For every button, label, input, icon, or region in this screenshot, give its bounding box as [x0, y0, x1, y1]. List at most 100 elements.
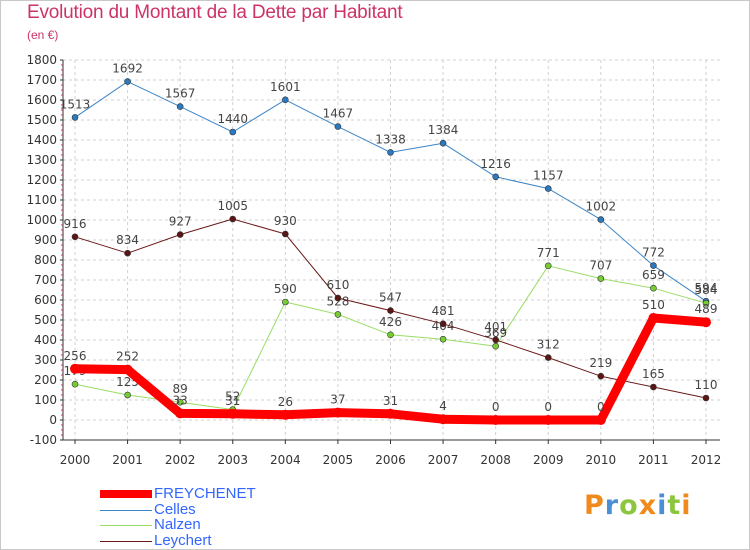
logo-letter: i — [681, 490, 692, 521]
y-tick-label: 1800 — [26, 53, 57, 67]
data-label-leychert: 481 — [432, 304, 455, 318]
data-label-freychenet: 489 — [695, 302, 718, 316]
y-tick-label: 1300 — [26, 153, 57, 167]
point-celles — [650, 262, 657, 269]
y-tick-label: 1000 — [26, 213, 57, 227]
legend-swatch — [100, 490, 152, 498]
point-freychenet — [595, 415, 606, 425]
point-leychert — [282, 230, 289, 238]
point-nalzen — [492, 342, 499, 350]
point-freychenet — [122, 364, 133, 375]
data-label-leychert: 219 — [589, 356, 612, 370]
data-label-freychenet: 33 — [173, 393, 188, 407]
point-celles — [439, 139, 447, 147]
y-tick-label: 400 — [34, 333, 57, 347]
logo-letter: P — [584, 490, 605, 521]
point-leychert — [439, 320, 447, 328]
data-label-nalzen: 528 — [326, 294, 349, 308]
legend-swatch — [100, 525, 152, 526]
data-label-celles: 1440 — [217, 112, 248, 126]
data-label-celles: 1002 — [586, 200, 617, 214]
point-freychenet — [70, 363, 80, 374]
data-label-celles: 1216 — [480, 157, 511, 171]
y-tick-label: 200 — [34, 373, 57, 387]
point-freychenet — [438, 414, 449, 425]
point-freychenet — [227, 408, 238, 419]
y-tick-label: 1500 — [26, 113, 57, 127]
data-label-celles: 1338 — [375, 132, 406, 146]
chart-subtitle: (en €) — [27, 28, 59, 42]
x-tick-label: 2003 — [217, 453, 248, 467]
point-freychenet — [648, 313, 659, 323]
point-celles — [282, 96, 289, 104]
data-label-nalzen: 590 — [274, 282, 297, 296]
x-tick-label: 2001 — [112, 453, 143, 467]
point-freychenet — [701, 317, 711, 328]
data-label-nalzen: 707 — [589, 259, 612, 273]
data-label-leychert: 110 — [695, 378, 718, 392]
data-label-freychenet: 0 — [544, 400, 552, 414]
x-tick-label: 2009 — [533, 453, 564, 467]
x-tick-label: 2007 — [428, 453, 459, 467]
point-celles — [492, 173, 499, 181]
y-tick-label: 800 — [34, 253, 57, 267]
point-leychert — [544, 354, 552, 361]
point-celles — [229, 128, 237, 136]
x-tick-label: 2005 — [323, 453, 354, 467]
point-nalzen — [597, 275, 605, 282]
point-leychert — [176, 231, 184, 238]
data-label-nalzen: 771 — [537, 246, 560, 260]
point-celles — [71, 114, 79, 121]
data-label-celles: 1513 — [60, 97, 91, 111]
logo-letter: t — [667, 490, 682, 521]
legend-label: Celles — [154, 500, 196, 518]
data-label-nalzen: 584 — [695, 283, 718, 297]
data-label-nalzen: 659 — [642, 268, 665, 282]
legend-swatch — [100, 540, 152, 542]
y-tick-label: -100 — [30, 433, 57, 447]
data-label-freychenet: 0 — [492, 400, 500, 414]
x-tick-label: 2010 — [586, 453, 617, 467]
data-label-freychenet: 256 — [64, 349, 87, 363]
data-label-leychert: 834 — [116, 233, 139, 247]
y-tick-label: 1700 — [26, 73, 57, 87]
point-freychenet — [175, 408, 186, 419]
legend-label: Nalzen — [154, 516, 201, 533]
data-label-celles: 1601 — [270, 80, 301, 94]
legend-swatch — [100, 509, 152, 511]
point-leychert — [650, 383, 657, 391]
data-label-leychert: 930 — [274, 214, 297, 228]
y-tick-label: 500 — [34, 313, 57, 327]
data-label-leychert: 312 — [537, 338, 560, 352]
point-leychert — [229, 215, 237, 223]
data-label-celles: 772 — [642, 246, 665, 260]
point-celles — [544, 185, 552, 192]
data-label-celles: 1567 — [165, 87, 196, 101]
point-nalzen — [387, 331, 394, 339]
point-leychert — [71, 233, 79, 241]
point-nalzen — [544, 262, 552, 270]
y-tick-label: 1100 — [26, 193, 57, 207]
x-tick-label: 2004 — [270, 453, 301, 467]
data-label-celles: 594 — [695, 281, 718, 295]
data-label-freychenet: 31 — [225, 394, 240, 408]
point-leychert — [492, 336, 499, 344]
x-tick-label: 2002 — [165, 453, 196, 467]
data-label-leychert: 927 — [169, 215, 192, 229]
point-leychert — [124, 249, 131, 257]
point-nalzen — [334, 311, 342, 318]
data-label-celles: 1384 — [428, 123, 459, 137]
point-freychenet — [280, 409, 291, 420]
data-label-freychenet: 510 — [642, 298, 665, 312]
data-label-freychenet: 31 — [383, 394, 398, 408]
point-nalzen — [439, 335, 447, 343]
y-tick-label: 1600 — [26, 93, 57, 107]
point-nalzen — [124, 391, 131, 399]
x-tick-label: 2011 — [638, 453, 669, 467]
data-label-nalzen: 89 — [173, 382, 188, 396]
point-nalzen — [282, 298, 289, 306]
point-nalzen — [176, 398, 184, 406]
point-leychert — [387, 307, 394, 314]
y-tick-label: 1200 — [26, 173, 57, 187]
